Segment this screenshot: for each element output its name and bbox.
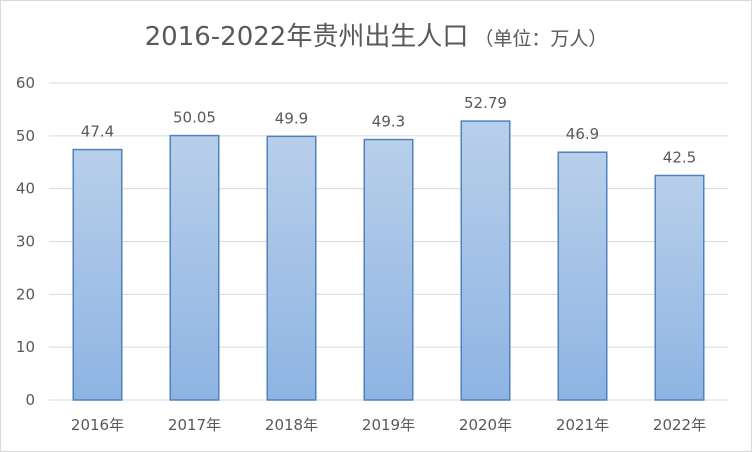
chart-title: 2016-2022年贵州出生人口 （单位：万人） (145, 22, 608, 52)
data-label: 42.5 (663, 148, 696, 166)
x-tick-label: 2018年 (265, 416, 318, 434)
data-label: 49.3 (372, 113, 405, 131)
data-label: 49.9 (275, 109, 308, 127)
bar (460, 120, 511, 401)
y-tick-label: 20 (16, 285, 35, 303)
bar (654, 174, 705, 401)
y-axis: 0 10 20 30 40 50 60 (16, 74, 35, 409)
chart-title-main: 2016-2022年贵州出生人口 (145, 22, 469, 52)
bar (72, 148, 123, 401)
data-label: 47.4 (81, 123, 114, 141)
data-label: 50.05 (173, 109, 216, 127)
x-tick-label: 2022年 (653, 416, 706, 434)
x-tick-label: 2016年 (71, 416, 124, 434)
y-tick-label: 40 (16, 180, 35, 198)
y-tick-label: 30 (16, 233, 35, 251)
x-tick-label: 2017年 (168, 416, 221, 434)
bar (266, 135, 317, 401)
bar (169, 134, 220, 401)
x-tick-label: 2021年 (556, 416, 609, 434)
y-tick-label: 0 (25, 391, 35, 409)
data-label: 52.79 (464, 94, 507, 112)
x-tick-label: 2020年 (459, 416, 512, 434)
x-tick-label: 2019年 (362, 416, 415, 434)
data-label: 46.9 (566, 125, 599, 143)
chart-title-unit: （单位：万人） (474, 28, 607, 50)
bar (363, 138, 414, 401)
y-tick-label: 50 (16, 127, 35, 145)
x-axis: 2016年 2017年 2018年 2019年 2020年 2021年 2022年 (71, 416, 706, 434)
bar-series: 47.4 50.05 49.9 49.3 52.79 46.9 42.5 (72, 94, 705, 401)
y-tick-label: 60 (16, 74, 35, 92)
bar (557, 151, 608, 401)
y-tick-label: 10 (16, 338, 35, 356)
